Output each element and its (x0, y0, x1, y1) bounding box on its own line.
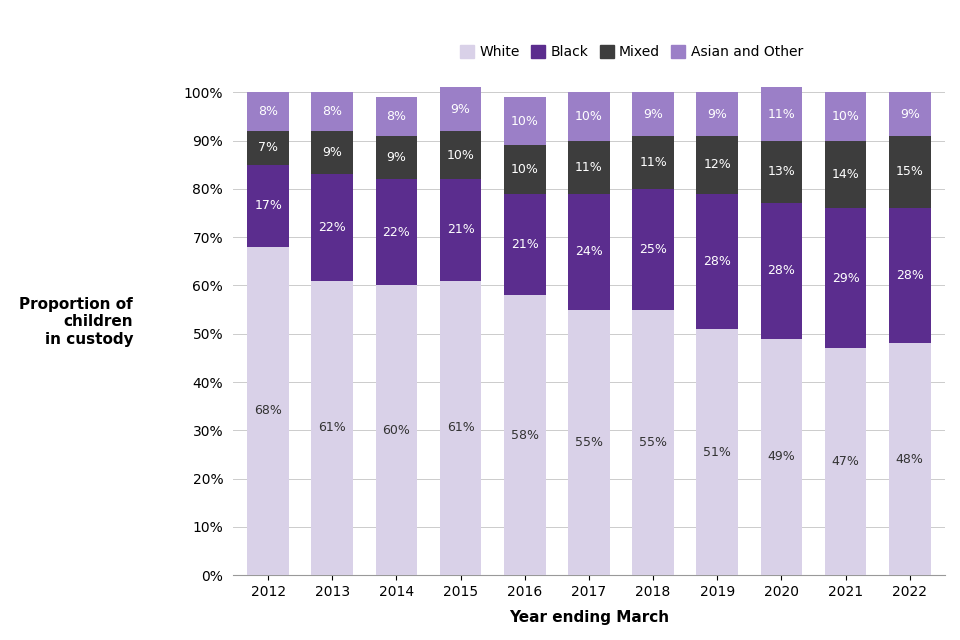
Text: 11%: 11% (639, 156, 667, 169)
Text: 68%: 68% (254, 404, 282, 417)
Bar (375, 285, 418, 575)
Text: 9%: 9% (387, 151, 406, 164)
Text: 9%: 9% (323, 146, 343, 159)
Bar (440, 131, 482, 179)
Bar (760, 339, 803, 575)
Bar (696, 194, 738, 329)
Text: 8%: 8% (323, 105, 343, 118)
Text: 28%: 28% (767, 264, 795, 278)
Bar (375, 179, 418, 285)
Bar (248, 164, 289, 247)
Text: 7%: 7% (258, 141, 278, 154)
Text: 9%: 9% (900, 108, 920, 120)
Bar (440, 88, 482, 131)
Bar (825, 92, 867, 141)
Bar (889, 92, 930, 136)
Bar (248, 247, 289, 575)
Legend: White, Black, Mixed, Asian and Other: White, Black, Mixed, Asian and Other (455, 40, 808, 65)
Text: 25%: 25% (639, 243, 667, 256)
Text: 14%: 14% (831, 168, 859, 181)
X-axis label: Year ending March: Year ending March (509, 610, 669, 625)
Bar (825, 141, 867, 208)
Text: 9%: 9% (450, 102, 470, 116)
Text: 15%: 15% (896, 166, 924, 179)
Text: 21%: 21% (511, 238, 539, 251)
Text: 10%: 10% (831, 110, 859, 123)
Text: 17%: 17% (254, 199, 282, 212)
Bar (375, 97, 418, 136)
Text: 10%: 10% (511, 115, 539, 128)
Text: 49%: 49% (768, 451, 795, 463)
Text: 22%: 22% (319, 221, 347, 234)
Bar (311, 280, 353, 575)
Text: 28%: 28% (896, 269, 924, 282)
Bar (696, 136, 738, 194)
Text: 8%: 8% (387, 110, 406, 123)
Bar (440, 179, 482, 280)
Bar (504, 97, 545, 145)
Bar (504, 145, 545, 194)
Text: 10%: 10% (511, 163, 539, 176)
Bar (311, 92, 353, 131)
Bar (760, 204, 803, 339)
Y-axis label: Proportion of
children
in custody: Proportion of children in custody (19, 297, 133, 346)
Text: 10%: 10% (446, 148, 474, 161)
Text: 22%: 22% (383, 226, 410, 239)
Text: 21%: 21% (446, 223, 474, 236)
Bar (696, 329, 738, 575)
Text: 61%: 61% (319, 421, 347, 435)
Bar (311, 131, 353, 174)
Text: 61%: 61% (446, 421, 474, 435)
Bar (633, 189, 674, 310)
Bar (633, 310, 674, 575)
Text: 55%: 55% (639, 436, 667, 449)
Text: 24%: 24% (575, 245, 603, 258)
Text: 8%: 8% (258, 105, 278, 118)
Text: 9%: 9% (708, 108, 727, 120)
Bar (696, 92, 738, 136)
Text: 12%: 12% (704, 158, 732, 172)
Bar (568, 92, 610, 141)
Bar (825, 348, 867, 575)
Text: 47%: 47% (831, 455, 859, 468)
Bar (311, 174, 353, 280)
Bar (375, 136, 418, 179)
Text: 55%: 55% (575, 436, 603, 449)
Bar (760, 88, 803, 141)
Bar (568, 310, 610, 575)
Bar (889, 136, 930, 208)
Text: 13%: 13% (768, 166, 795, 179)
Text: 28%: 28% (704, 255, 732, 268)
Bar (248, 131, 289, 164)
Text: 48%: 48% (896, 452, 924, 466)
Text: 51%: 51% (704, 445, 732, 458)
Bar (825, 208, 867, 348)
Bar (440, 280, 482, 575)
Bar (889, 344, 930, 575)
Bar (568, 194, 610, 310)
Bar (504, 194, 545, 295)
Bar (504, 295, 545, 575)
Bar (248, 92, 289, 131)
Text: 11%: 11% (768, 108, 795, 120)
Text: 10%: 10% (575, 110, 603, 123)
Text: 11%: 11% (575, 161, 603, 173)
Text: 9%: 9% (643, 108, 663, 120)
Bar (633, 136, 674, 189)
Text: 58%: 58% (511, 429, 539, 442)
Bar (633, 92, 674, 136)
Bar (568, 141, 610, 194)
Text: 29%: 29% (831, 272, 859, 285)
Bar (760, 141, 803, 204)
Text: 60%: 60% (383, 424, 411, 437)
Bar (889, 208, 930, 344)
